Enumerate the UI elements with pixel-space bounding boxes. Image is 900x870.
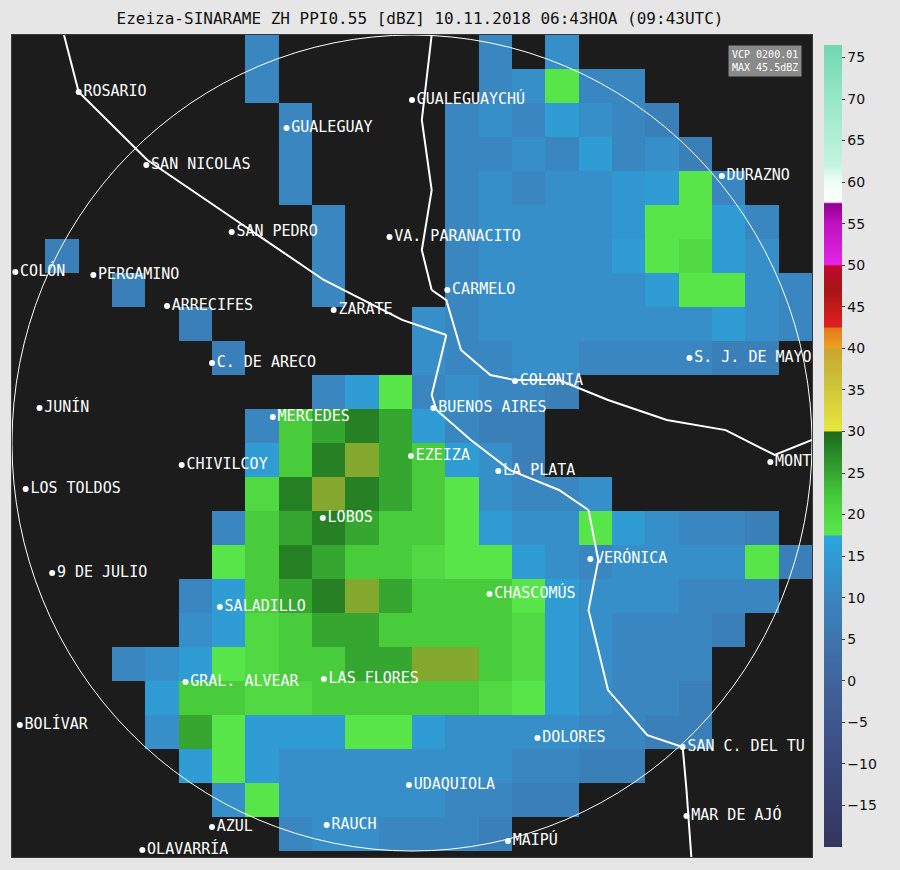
svg-text:LA PLATA: LA PLATA [503, 461, 575, 479]
svg-text:−10: −10 [847, 756, 877, 772]
svg-text:LOS TOLDOS: LOS TOLDOS [30, 479, 120, 497]
svg-text:65: 65 [847, 132, 865, 148]
svg-text:SAN PEDRO: SAN PEDRO [236, 222, 317, 240]
svg-text:−15: −15 [847, 797, 877, 813]
svg-text:45: 45 [847, 299, 865, 315]
svg-text:15: 15 [847, 548, 865, 564]
svg-text:SALADILLO: SALADILLO [225, 597, 306, 615]
svg-text:CHASCOMÚS: CHASCOMÚS [494, 583, 575, 602]
svg-text:35: 35 [847, 382, 865, 398]
svg-text:20: 20 [847, 506, 865, 522]
svg-text:UDAQUIOLA: UDAQUIOLA [414, 775, 495, 793]
svg-text:0: 0 [847, 673, 856, 689]
svg-text:60: 60 [847, 174, 865, 190]
svg-text:JUNÍN: JUNÍN [44, 397, 89, 416]
svg-text:AZUL: AZUL [217, 817, 253, 835]
svg-text:OLAVARRÍA: OLAVARRÍA [147, 839, 228, 858]
svg-text:25: 25 [847, 465, 865, 481]
svg-text:75: 75 [847, 49, 865, 65]
svg-text:LOBOS: LOBOS [328, 508, 373, 526]
svg-text:40: 40 [847, 340, 865, 356]
svg-text:9 DE JULIO: 9 DE JULIO [57, 563, 147, 581]
svg-text:DURAZNO: DURAZNO [727, 166, 790, 184]
svg-text:SAN C. DEL TU: SAN C. DEL TU [687, 737, 804, 755]
svg-text:LAS FLORES: LAS FLORES [329, 669, 419, 687]
svg-text:GRAL. ALVEAR: GRAL. ALVEAR [190, 672, 299, 690]
svg-text:MERCEDES: MERCEDES [278, 407, 350, 425]
svg-text:ARRECIFES: ARRECIFES [172, 296, 253, 314]
svg-text:BOLÍVAR: BOLÍVAR [25, 714, 89, 733]
svg-text:COLONIA: COLONIA [520, 371, 583, 389]
svg-text:SAN NICOLAS: SAN NICOLAS [151, 155, 250, 173]
svg-text:ROSARIO: ROSARIO [83, 82, 146, 100]
svg-text:Ezeiza-SINARAME ZH PPI0.55 [dB: Ezeiza-SINARAME ZH PPI0.55 [dBZ] 10.11.2… [117, 9, 724, 28]
svg-text:CARMELO: CARMELO [452, 280, 515, 298]
svg-text:MAIPÚ: MAIPÚ [513, 830, 558, 849]
svg-text:S. J. DE MAYO: S. J. DE MAYO [694, 348, 811, 366]
svg-text:30: 30 [847, 423, 865, 439]
svg-text:50: 50 [847, 257, 865, 273]
svg-text:10: 10 [847, 590, 865, 606]
svg-text:MAR DE AJÓ: MAR DE AJÓ [691, 805, 781, 824]
svg-text:GUALEGUAYCHÚ: GUALEGUAYCHÚ [417, 89, 525, 108]
svg-text:PERGAMINO: PERGAMINO [98, 265, 179, 283]
svg-text:EZEIZA: EZEIZA [416, 446, 470, 464]
svg-text:VCP 0200.01MAX 45.5dBZ: VCP 0200.01MAX 45.5dBZ [732, 49, 798, 73]
svg-text:MONT: MONT [775, 452, 811, 470]
svg-text:55: 55 [847, 216, 865, 232]
svg-text:BUENOS AIRES: BUENOS AIRES [438, 398, 546, 416]
svg-text:CHIVILCOY: CHIVILCOY [186, 455, 267, 473]
svg-text:GUALEGUAY: GUALEGUAY [291, 118, 372, 136]
svg-text:DOLORES: DOLORES [542, 728, 605, 746]
svg-text:−5: −5 [847, 714, 868, 730]
svg-text:RAUCH: RAUCH [331, 815, 376, 833]
svg-text:C. DE ARECO: C. DE ARECO [217, 353, 316, 371]
svg-text:COLÓN: COLÓN [20, 261, 65, 280]
svg-text:ZARATE: ZARATE [338, 300, 392, 318]
svg-text:VA. PARANACITO: VA. PARANACITO [394, 227, 520, 245]
svg-text:70: 70 [847, 91, 865, 107]
svg-text:VERÓNICA: VERÓNICA [595, 548, 667, 567]
svg-text:5: 5 [847, 631, 856, 647]
